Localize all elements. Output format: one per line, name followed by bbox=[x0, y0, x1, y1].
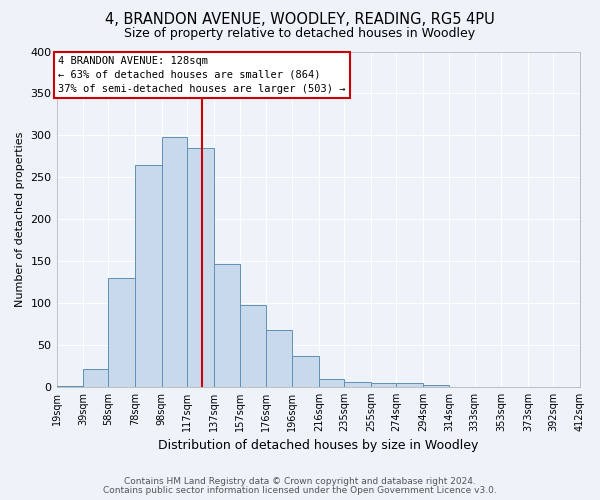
Text: Contains public sector information licensed under the Open Government Licence v3: Contains public sector information licen… bbox=[103, 486, 497, 495]
Bar bbox=[241, 306, 266, 387]
Bar bbox=[292, 356, 319, 387]
Bar bbox=[319, 380, 344, 387]
Bar bbox=[187, 148, 214, 387]
Bar bbox=[423, 385, 449, 387]
X-axis label: Distribution of detached houses by size in Woodley: Distribution of detached houses by size … bbox=[158, 440, 478, 452]
Bar bbox=[109, 278, 135, 387]
Bar bbox=[371, 382, 396, 387]
Bar bbox=[266, 330, 292, 387]
Bar bbox=[162, 137, 187, 387]
Bar bbox=[396, 384, 423, 387]
Bar bbox=[344, 382, 371, 387]
Text: 4, BRANDON AVENUE, WOODLEY, READING, RG5 4PU: 4, BRANDON AVENUE, WOODLEY, READING, RG5… bbox=[105, 12, 495, 28]
Bar bbox=[135, 164, 162, 387]
Text: Size of property relative to detached houses in Woodley: Size of property relative to detached ho… bbox=[124, 28, 476, 40]
Y-axis label: Number of detached properties: Number of detached properties bbox=[15, 132, 25, 307]
Bar bbox=[83, 369, 109, 387]
Text: Contains HM Land Registry data © Crown copyright and database right 2024.: Contains HM Land Registry data © Crown c… bbox=[124, 477, 476, 486]
Bar bbox=[56, 386, 83, 387]
Text: 4 BRANDON AVENUE: 128sqm
← 63% of detached houses are smaller (864)
37% of semi-: 4 BRANDON AVENUE: 128sqm ← 63% of detach… bbox=[58, 56, 346, 94]
Bar bbox=[214, 264, 241, 387]
